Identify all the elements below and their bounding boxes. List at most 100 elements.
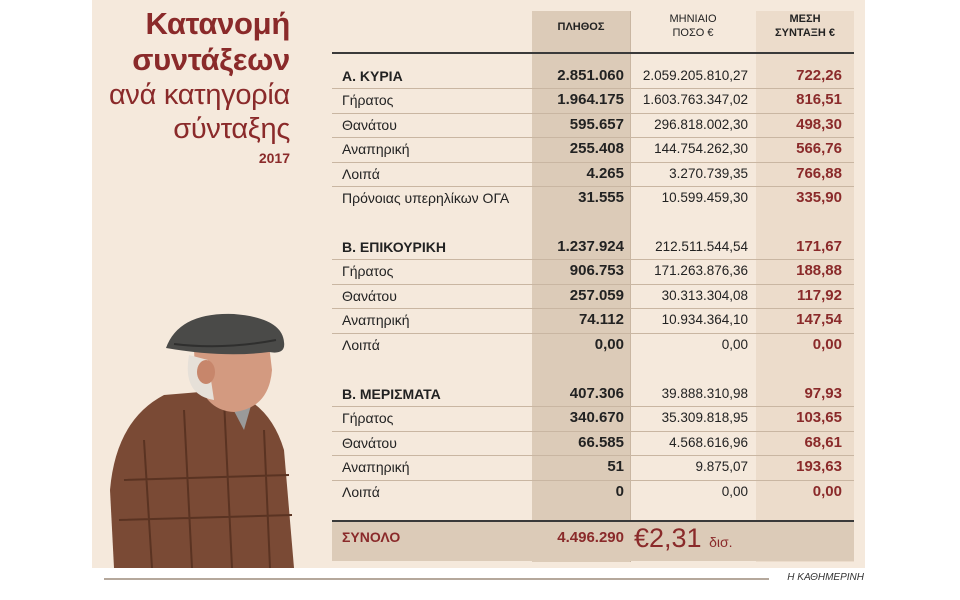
title-line-1: Κατανομή xyxy=(145,6,291,41)
row-average: 147,54 xyxy=(796,311,842,329)
row-separator xyxy=(332,455,854,457)
row-label: Β. ΜΕΡΙΣΜΑΤΑ xyxy=(342,386,441,402)
row-amount: 9.875,07 xyxy=(695,459,748,475)
row-count: 66.585 xyxy=(578,433,624,451)
table-row: Β. ΕΠΙΚΟΥΡΙΚΗ 1.237.924 212.511.544,54 171,… xyxy=(332,235,854,259)
row-amount: 144.754.262,30 xyxy=(654,141,748,157)
table-row: Αναπηρική 74.112 10.934.364,10 147,54 xyxy=(332,308,854,332)
row-label: Αναπηρική xyxy=(342,459,410,476)
row-separator xyxy=(332,88,854,90)
row-separator xyxy=(332,161,854,163)
header-average: ΜΕΣΗ ΣΥΝΤΑΞΗ € xyxy=(775,13,835,39)
total-amount: €2,31 δισ. xyxy=(634,523,733,553)
row-count: 0 xyxy=(615,482,624,500)
row-amount: 212.511.544,54 xyxy=(655,239,748,254)
table-row: Λοιπά 0,00 0,00 0,00 xyxy=(332,333,854,357)
row-count: 407.306 xyxy=(569,385,624,402)
total-rule xyxy=(332,520,854,522)
row-label: Λοιπά xyxy=(342,165,380,182)
row-separator xyxy=(332,186,854,187)
row-separator xyxy=(332,137,854,139)
row-average: 103,65 xyxy=(796,409,842,427)
row-separator xyxy=(332,259,854,261)
title-year: 2017 xyxy=(258,150,290,166)
average-column-band xyxy=(756,11,854,562)
row-separator xyxy=(332,112,854,114)
row-average: 498,30 xyxy=(796,115,842,133)
row-count: 1.237.924 xyxy=(557,238,624,255)
row-count: 255.408 xyxy=(569,140,624,158)
row-label: Γήρατος xyxy=(342,410,394,427)
row-average: 188,88 xyxy=(796,262,842,280)
row-label: Γήρατος xyxy=(342,263,394,280)
elderly-man-illustration xyxy=(110,313,294,568)
table-row: Αναπηρική 255.408 144.754.262,30 566,76 xyxy=(332,137,854,161)
row-label: Θανάτου xyxy=(342,287,397,304)
header-count: ΠΛΗΘΟΣ xyxy=(557,21,605,33)
total-label: ΣΥΝΟΛΟ xyxy=(342,529,401,545)
row-amount: 4.568.616,96 xyxy=(669,434,748,450)
title-line-3: ανά κατηγορία xyxy=(108,79,290,111)
row-average: 193,63 xyxy=(796,458,842,476)
row-label: Γήρατος xyxy=(342,92,394,109)
table-row: Γήρατος 1.964.175 1.603.763.347,02 816,51 xyxy=(332,88,854,112)
table-row: Β. ΜΕΡΙΣΜΑΤΑ 407.306 39.888.310,98 97,93 xyxy=(332,382,854,406)
column-divider xyxy=(630,11,631,562)
row-amount: 2.059.205.810,27 xyxy=(642,68,748,83)
table-row: Θανάτου 257.059 30.313.304,08 117,92 xyxy=(332,284,854,308)
row-separator xyxy=(332,406,854,408)
row-average: 0,00 xyxy=(812,482,842,500)
table-row: Αναπηρική 51 9.875,07 193,63 xyxy=(332,455,854,479)
row-average: 335,90 xyxy=(796,189,842,206)
row-average: 766,88 xyxy=(796,164,842,182)
row-amount: 10.599.459,30 xyxy=(661,190,748,205)
row-count: 4.265 xyxy=(586,164,624,182)
title-line-2: συντάξεων xyxy=(132,42,290,77)
row-amount: 171.263.876,36 xyxy=(654,263,748,279)
table-row: Θανάτου 595.657 296.818.002,30 498,30 xyxy=(332,113,854,137)
row-amount: 30.313.304,08 xyxy=(661,287,748,303)
row-count: 51 xyxy=(607,458,624,476)
row-label: Λοιπά xyxy=(342,336,380,353)
row-count: 0,00 xyxy=(594,335,624,353)
chart-title: Κατανομή συντάξεων ανά κατηγορία σύνταξη… xyxy=(92,6,290,166)
table-row: Γήρατος 340.670 35.309.818,95 103,65 xyxy=(332,406,854,430)
row-average: 722,26 xyxy=(796,67,842,84)
count-column-band xyxy=(532,11,630,562)
row-amount: 0,00 xyxy=(721,336,748,352)
row-label: Β. ΕΠΙΚΟΥΡΙΚΗ xyxy=(342,239,446,255)
row-average: 0,00 xyxy=(812,335,842,353)
source-credit: Η ΚΑΘΗΜΕΡΙΝΗ xyxy=(787,572,864,583)
row-count: 74.112 xyxy=(578,311,624,329)
row-count: 1.964.175 xyxy=(557,91,624,109)
row-separator xyxy=(332,308,854,310)
row-average: 68,61 xyxy=(804,433,842,451)
total-row: ΣΥΝΟΛΟ 4.496.290 €2,31 δισ. xyxy=(332,521,854,561)
table-row: Πρόνοιας υπερηλίκων ΟΓΑ 31.555 10.599.459,… xyxy=(332,186,854,210)
table-row: Θανάτου 66.585 4.568.616,96 68,61 xyxy=(332,431,854,455)
row-label: Αναπηρική xyxy=(342,141,410,158)
row-count: 31.555 xyxy=(578,189,624,206)
table-row: Γήρατος 906.753 171.263.876,36 188,88 xyxy=(332,259,854,283)
header-rule xyxy=(332,52,854,54)
title-line-4: σύνταξης xyxy=(173,113,290,145)
row-count: 340.670 xyxy=(569,409,624,427)
row-amount: 296.818.002,30 xyxy=(654,116,748,132)
row-amount: 10.934.364,10 xyxy=(661,312,748,328)
row-label: Α. ΚΥΡΙΑ xyxy=(342,68,403,84)
table-row: Λοιπά 4.265 3.270.739,35 766,88 xyxy=(332,162,854,186)
row-amount: 39.888.310,98 xyxy=(661,386,748,401)
row-average: 566,76 xyxy=(796,140,842,158)
row-label: Θανάτου xyxy=(342,116,397,133)
row-count: 257.059 xyxy=(569,286,624,304)
row-separator xyxy=(332,332,854,334)
row-label: Λοιπά xyxy=(342,483,380,500)
row-average: 171,67 xyxy=(796,238,842,255)
row-separator xyxy=(332,479,854,481)
row-average: 816,51 xyxy=(796,91,842,109)
footer-rule xyxy=(104,578,769,580)
row-count: 2.851.060 xyxy=(557,67,624,84)
row-label: Πρόνοιας υπερηλίκων ΟΓΑ xyxy=(342,190,510,206)
row-amount: 1.603.763.347,02 xyxy=(642,92,748,108)
header-amount: ΜΗΝΙΑΙΟ ΠΟΣΟ € xyxy=(669,13,717,39)
